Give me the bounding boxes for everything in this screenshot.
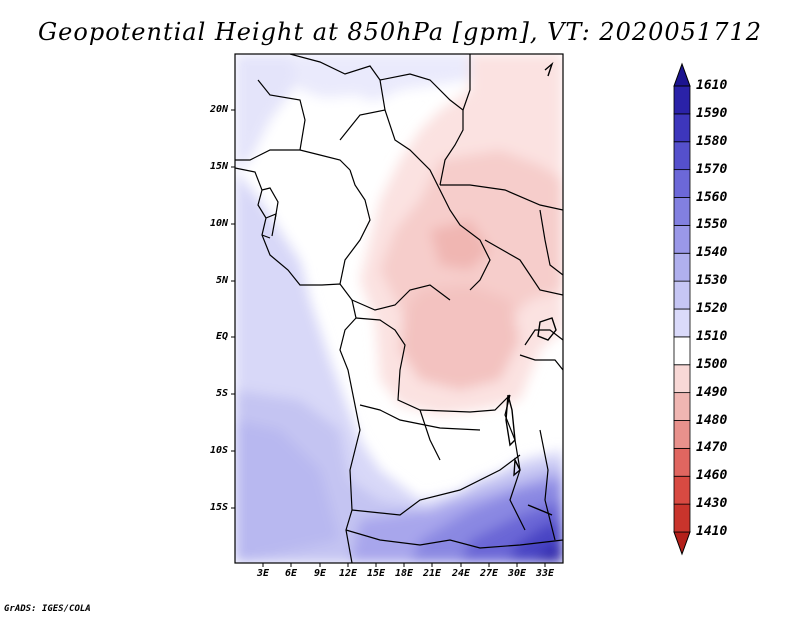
lon-label: 33E (535, 568, 555, 579)
colorbar-label: 1460 (696, 468, 728, 484)
lat-label: 15S (209, 502, 228, 513)
colorbar-bin (673, 308, 691, 338)
lat-label: 20N (209, 104, 228, 115)
axis-ticks (231, 109, 546, 567)
colorbar-label: 1480 (696, 412, 728, 428)
lon-label: 18E (394, 568, 414, 579)
lon-label: 30E (507, 568, 527, 579)
colorbar-label: 1500 (696, 356, 728, 372)
colorbar-label: 1490 (696, 384, 728, 400)
colorbar-bin (673, 197, 691, 226)
colorbar-bin (673, 280, 691, 310)
lat-label: EQ (215, 331, 228, 342)
lon-label: 24E (451, 568, 471, 579)
colorbar-label: 1410 (696, 524, 728, 539)
colorbar-bin (673, 252, 691, 282)
colorbar-bin (673, 475, 691, 505)
colorbar-bin (673, 336, 691, 366)
colorbar-bin (673, 85, 691, 115)
lon-label: 6E (284, 568, 298, 579)
lon-label: 9E (313, 568, 327, 579)
colorbar-label: 1580 (696, 133, 728, 149)
lon-label: 21E (422, 568, 442, 579)
map-frame (234, 53, 564, 564)
country-borders (235, 54, 563, 563)
lon-label: 27E (479, 568, 499, 579)
colorbar-bin (673, 447, 691, 477)
lon-label: 12E (338, 568, 358, 579)
colorbar-bin (673, 224, 691, 254)
colorbar-label: 1510 (696, 328, 728, 344)
colorbar-bin (673, 113, 691, 143)
colorbar-bin (673, 169, 691, 198)
colorbar-bin (673, 141, 691, 171)
lakes (505, 61, 557, 516)
lon-label: 15E (366, 568, 386, 579)
height-field-shading (235, 54, 563, 563)
colorbar-bin (673, 503, 691, 533)
lat-label: 5N (215, 275, 228, 286)
lon-label: 3E (256, 568, 270, 579)
colorbar-bin (673, 420, 691, 449)
colorbar-label: 1530 (696, 273, 728, 289)
colorbar-label: 1560 (696, 189, 728, 205)
colorbar-label: 1540 (696, 245, 728, 261)
colorbar-bin (673, 364, 691, 394)
lat-label: 10N (209, 218, 228, 229)
colorbar-label: 1430 (696, 496, 728, 512)
colorbar-bin-high (673, 62, 691, 87)
credit-text: GrADS: IGES/COLA (4, 604, 91, 614)
colorbar-label: 1590 (696, 105, 728, 121)
colorbar-label: 1570 (696, 161, 728, 177)
colorbar-label: 1610 (696, 78, 728, 93)
lat-label: 15N (209, 161, 228, 172)
colorbar-bin-low (673, 531, 691, 556)
colorbar-bin (673, 392, 691, 421)
colorbar-label: 1470 (696, 440, 728, 456)
lat-label: 10S (209, 445, 228, 456)
map-title: Geopotential Height at 850hPa [gpm], VT:… (38, 18, 762, 46)
lat-label: 5S (215, 388, 228, 399)
colorbar-label: 1550 (696, 217, 728, 233)
colorbar-label: 1520 (696, 301, 728, 316)
